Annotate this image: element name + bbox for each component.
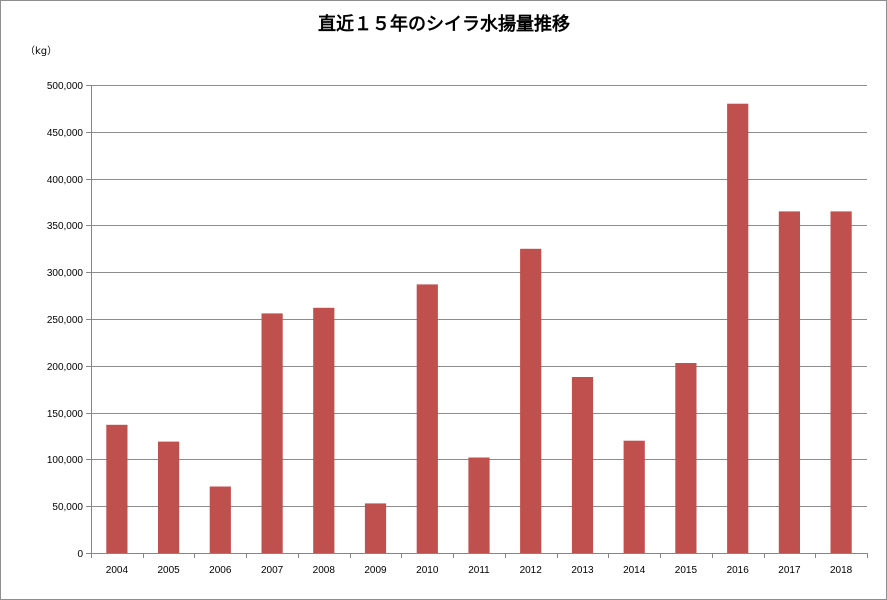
- x-tick-label-2005: 2005: [157, 565, 180, 576]
- bar-2004: [106, 424, 128, 553]
- y-tick-label-50000: 50,000: [52, 502, 83, 513]
- x-tick-label-2010: 2010: [416, 565, 439, 576]
- x-tick-label-2004: 2004: [106, 565, 129, 576]
- y-tick-label-250000: 250,000: [47, 315, 84, 326]
- bar-2014: [623, 440, 645, 553]
- y-tick-label-350000: 350,000: [47, 221, 84, 232]
- axes: [86, 85, 868, 558]
- bar-2010: [416, 284, 438, 553]
- x-tick-label-2016: 2016: [727, 565, 750, 576]
- bar-2015: [675, 363, 697, 553]
- x-tick-label-2009: 2009: [364, 565, 387, 576]
- x-tick-label-2012: 2012: [520, 565, 543, 576]
- y-tick-label-200000: 200,000: [47, 362, 84, 373]
- x-tick-label-2017: 2017: [778, 565, 801, 576]
- bar-2007: [261, 313, 283, 553]
- gridlines: [91, 85, 867, 507]
- bar-2009: [364, 503, 387, 553]
- y-tick-label-0: 0: [77, 549, 83, 560]
- y-tick-label-450000: 450,000: [47, 128, 84, 139]
- x-tick-label-2006: 2006: [209, 565, 232, 576]
- x-tick-label-2011: 2011: [468, 565, 490, 576]
- y-tick-label-100000: 100,000: [47, 455, 84, 466]
- bar-2011: [468, 457, 490, 553]
- y-tick-labels: 0 50,000 100,000 150,000 200,000 250,000 300,0…: [47, 81, 84, 560]
- chart-title: 直近１５年のシイラ水揚量推移: [318, 13, 570, 35]
- x-tick-labels: 2004 2005 2006 2007 2008 2009 2010 2011 2012 2013…: [106, 565, 853, 576]
- y-tick-label-400000: 400,000: [47, 175, 84, 186]
- bar-2005: [158, 441, 180, 553]
- x-tick-label-2018: 2018: [830, 565, 853, 576]
- bar-2012: [520, 248, 542, 554]
- y-tick-label-150000: 150,000: [47, 409, 84, 420]
- bar-2013: [571, 377, 594, 553]
- x-tick-label-2008: 2008: [313, 565, 336, 576]
- bar-2017: [778, 211, 800, 553]
- bar-2006: [209, 486, 231, 553]
- x-tick-label-2015: 2015: [675, 565, 698, 576]
- x-tick-label-2014: 2014: [623, 565, 646, 576]
- bars: [106, 103, 852, 554]
- bar-2018: [830, 211, 852, 553]
- bar-2008: [313, 307, 335, 553]
- y-axis-unit-label: （kg）: [25, 45, 57, 57]
- x-tick-label-2013: 2013: [571, 565, 594, 576]
- y-tick-label-300000: 300,000: [47, 268, 84, 279]
- x-tick-label-2007: 2007: [261, 565, 284, 576]
- bar-2016: [727, 103, 749, 553]
- y-tick-label-500000: 500,000: [47, 81, 84, 92]
